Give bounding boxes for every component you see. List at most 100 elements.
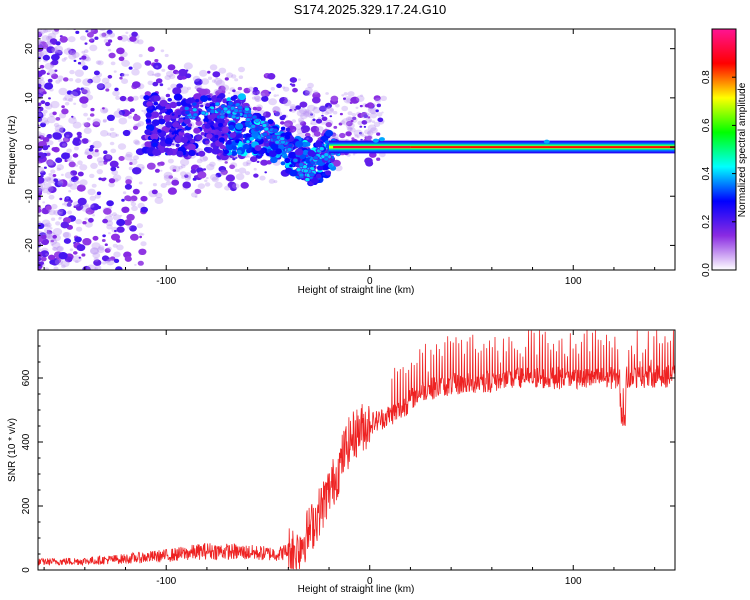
spectrogram-cell <box>254 126 261 132</box>
spectrogram-cell <box>291 119 297 123</box>
spectrogram-cell <box>108 182 115 188</box>
spectrogram-cell <box>194 84 203 91</box>
spectrogram-cell <box>54 180 63 188</box>
spectrogram-cell <box>127 96 134 102</box>
spectrogram-cell <box>75 260 79 263</box>
spectrogram-cell <box>282 86 286 89</box>
spectrogram-cell <box>44 227 51 233</box>
spectrogram-cell <box>153 101 159 106</box>
spectrogram-cell <box>222 106 229 112</box>
spectrogram-cell <box>364 134 367 137</box>
spectrogram-cell <box>144 129 152 136</box>
spectrogram-cell <box>48 186 57 194</box>
spectrogram-cell <box>67 47 71 51</box>
spectrogram-cell <box>216 97 222 103</box>
spectrogram-cell <box>211 79 217 83</box>
spectrogram-cell <box>57 209 64 214</box>
spectrogram-cell <box>163 171 173 179</box>
spectrogram-cell <box>103 154 113 162</box>
spectrogram-cell <box>76 206 82 211</box>
spectrogram-cell <box>164 147 170 153</box>
spectrogram-cell <box>48 254 56 261</box>
spectrogram-cell <box>51 246 57 251</box>
spectrogram-cell <box>104 243 108 246</box>
spectrogram-cell <box>335 103 340 108</box>
spectrogram-cell <box>68 117 77 124</box>
spectrogram-frame <box>37 28 676 271</box>
spectrogram-cell <box>144 91 151 97</box>
spectrogram-cell <box>64 101 70 106</box>
snr-frame <box>37 329 676 571</box>
spectrogram-cell <box>310 122 313 125</box>
spectrogram-cell <box>359 132 365 136</box>
spectrogram-cell <box>44 62 54 70</box>
spectrogram-cell <box>361 120 368 125</box>
spectrogram-cell <box>247 155 251 158</box>
spectrogram-cell <box>283 86 290 92</box>
spectrogram-cell <box>119 73 125 77</box>
spectrogram-cell <box>210 129 216 134</box>
spectrogram-cell <box>44 267 50 270</box>
spectrogram-cell <box>164 137 173 145</box>
spectrogram-cell <box>69 78 74 82</box>
spectrogram-cell <box>38 257 42 262</box>
spectrogram-cell <box>118 156 125 161</box>
spectrogram-cell <box>86 154 93 160</box>
spectrogram-cell <box>129 162 133 165</box>
spectrogram-y-tick-label: -10 <box>24 189 35 204</box>
spectrogram-cell <box>39 42 42 45</box>
spectrogram-cell <box>214 181 223 189</box>
spectrogram-cell <box>38 185 45 192</box>
spectrogram-cell <box>255 98 260 102</box>
spectrogram-cell <box>226 139 233 145</box>
spectrogram-cell <box>145 118 151 123</box>
spectrogram-cell <box>321 121 326 125</box>
spectrogram-cell <box>140 241 147 247</box>
spectrogram-cell <box>238 167 247 174</box>
spectrogram-cell <box>372 138 379 143</box>
spectrogram-cell <box>368 119 372 122</box>
spectrogram-cell <box>101 77 110 84</box>
spectrogram-cell <box>51 59 59 66</box>
spectrogram-cell <box>357 113 364 118</box>
spectrogram-cell <box>217 88 223 93</box>
spectrogram-cell <box>365 134 373 141</box>
spectrogram-cell <box>202 168 207 171</box>
spectrogram-cell <box>351 113 357 117</box>
spectrogram-cell <box>79 57 82 60</box>
spectrogram-cell <box>361 134 365 137</box>
spectrogram-cell <box>365 117 373 124</box>
spectrogram-cell <box>341 118 351 126</box>
spectrogram-cell <box>324 111 330 116</box>
spectrogram-cell <box>85 221 93 228</box>
spectrogram-cell <box>256 106 262 112</box>
spectrogram-cell <box>76 226 83 232</box>
spectrogram-cell <box>276 83 282 89</box>
spectrogram-cell <box>209 174 219 181</box>
spectrogram-cell <box>77 171 84 177</box>
spectrogram-cell <box>74 69 84 77</box>
spectrogram-cell <box>66 158 71 162</box>
spectrogram-cell <box>54 258 64 266</box>
spectrogram-cell <box>47 69 57 76</box>
spectrogram-cell <box>96 83 104 89</box>
spectrogram-cell <box>52 228 63 236</box>
spectrogram-cell <box>60 260 70 268</box>
spectrogram-cell <box>123 21 132 28</box>
spectrogram-cell <box>352 116 357 121</box>
spectrogram-cell <box>371 120 376 123</box>
spectrogram-cell <box>367 113 371 116</box>
spectrogram-cell <box>72 121 82 129</box>
spectrogram-cell <box>121 206 130 213</box>
spectrogram-cell <box>119 95 127 102</box>
spectrogram-cell <box>79 35 87 41</box>
spectrogram-cell <box>169 165 177 171</box>
spectrogram-cell <box>211 147 220 155</box>
spectrogram-cell <box>321 116 328 122</box>
spectrogram-cell <box>138 54 143 58</box>
spectrogram-cell <box>370 127 378 134</box>
spectrogram-cell <box>163 108 168 112</box>
spectrogram-cell <box>52 132 63 140</box>
spectrogram-cell <box>87 139 91 143</box>
spectrogram-cell <box>200 104 204 108</box>
